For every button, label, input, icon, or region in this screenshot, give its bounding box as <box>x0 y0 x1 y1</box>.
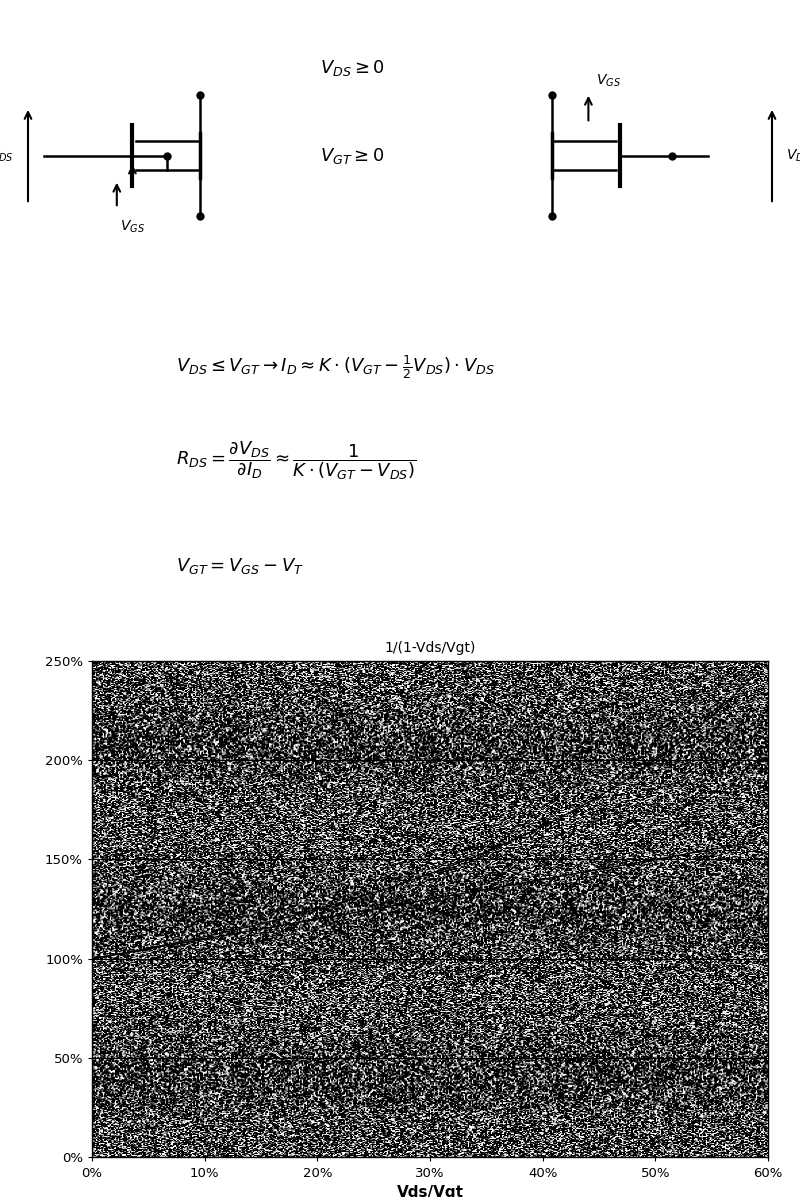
Text: $R_{DS} = \dfrac{\partial V_{DS}}{\partial I_D} \approx \dfrac{1}{K \cdot (V_{GT: $R_{DS} = \dfrac{\partial V_{DS}}{\parti… <box>176 439 417 482</box>
Title: 1/(1-Vds/Vgt): 1/(1-Vds/Vgt) <box>384 642 476 656</box>
Text: $V_{DS} \leq V_{GT} \rightarrow I_D \approx K \cdot (V_{GT} - \frac{1}{2}V_{DS}): $V_{DS} \leq V_{GT} \rightarrow I_D \app… <box>176 353 494 381</box>
Text: $V_{DS}$: $V_{DS}$ <box>0 147 14 164</box>
Text: $V_{GT} \geq 0$: $V_{GT} \geq 0$ <box>320 146 384 165</box>
Text: $V_{DS} \geq 0$: $V_{DS} \geq 0$ <box>320 59 384 79</box>
Text: $V_{DS}$: $V_{DS}$ <box>786 147 800 164</box>
Text: $V_{GS}$: $V_{GS}$ <box>120 218 146 235</box>
X-axis label: Vds/Vgt: Vds/Vgt <box>397 1185 463 1197</box>
Text: $V_{GT} = V_{GS} - V_T$: $V_{GT} = V_{GS} - V_T$ <box>176 557 304 577</box>
Text: $V_{GS}$: $V_{GS}$ <box>597 73 622 89</box>
